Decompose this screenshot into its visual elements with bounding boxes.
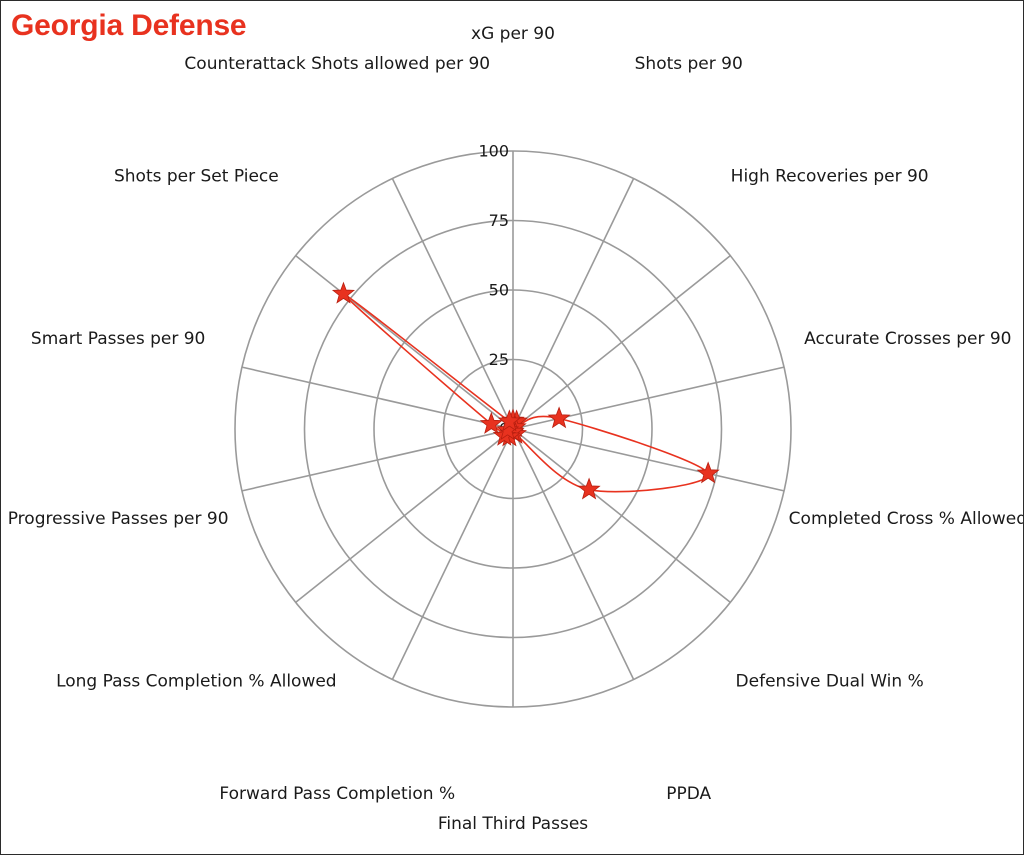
spoke-6 xyxy=(512,428,635,680)
axis-label-10: Progressive Passes per 90 xyxy=(8,509,229,529)
axis-label-1: Shots per 90 xyxy=(635,54,743,74)
axis-label-9: Long Pass Completion % Allowed xyxy=(56,672,337,692)
series-line-0 xyxy=(342,293,709,493)
axis-label-13: Counterattack Shots allowed per 90 xyxy=(184,54,490,74)
data-point-11 xyxy=(479,411,503,434)
axis-label-6: PPDA xyxy=(666,784,711,804)
axis-label-11: Smart Passes per 90 xyxy=(31,329,205,349)
axis-label-5: Defensive Dual Win % xyxy=(736,672,924,692)
spoke-9 xyxy=(295,428,514,603)
r-tick-label-4: 100 xyxy=(478,142,509,161)
spoke-3 xyxy=(512,366,785,430)
axis-label-2: High Recoveries per 90 xyxy=(731,166,929,186)
r-tick-label-2: 50 xyxy=(489,281,509,300)
spoke-13 xyxy=(391,178,514,430)
data-point-4 xyxy=(696,461,720,484)
r-tick-label-3: 75 xyxy=(489,211,509,230)
data-point-3 xyxy=(547,406,571,429)
spoke-2 xyxy=(512,255,731,430)
axis-label-4: Completed Cross % Allowed xyxy=(789,509,1023,529)
axis-label-3: Accurate Crosses per 90 xyxy=(804,329,1011,349)
chart-title: Georgia Defense xyxy=(11,9,247,42)
spoke-4 xyxy=(512,428,785,492)
axis-label-12: Shots per Set Piece xyxy=(114,166,279,186)
spoke-5 xyxy=(512,428,731,603)
grid xyxy=(234,150,792,708)
axis-label-7: Final Third Passes xyxy=(438,814,588,834)
spoke-1 xyxy=(512,178,635,430)
data-point-12 xyxy=(331,281,356,304)
spoke-11 xyxy=(241,366,514,430)
data-point-10 xyxy=(496,418,520,441)
axis-label-0: xG per 90 xyxy=(471,24,555,44)
data-point-5 xyxy=(577,477,601,500)
spoke-12 xyxy=(295,255,514,430)
data-point-13 xyxy=(497,409,521,432)
spoke-10 xyxy=(241,428,514,492)
r-tick-label-1: 25 xyxy=(489,350,509,369)
axis-label-8: Forward Pass Completion % xyxy=(219,784,455,804)
spoke-8 xyxy=(391,428,514,680)
